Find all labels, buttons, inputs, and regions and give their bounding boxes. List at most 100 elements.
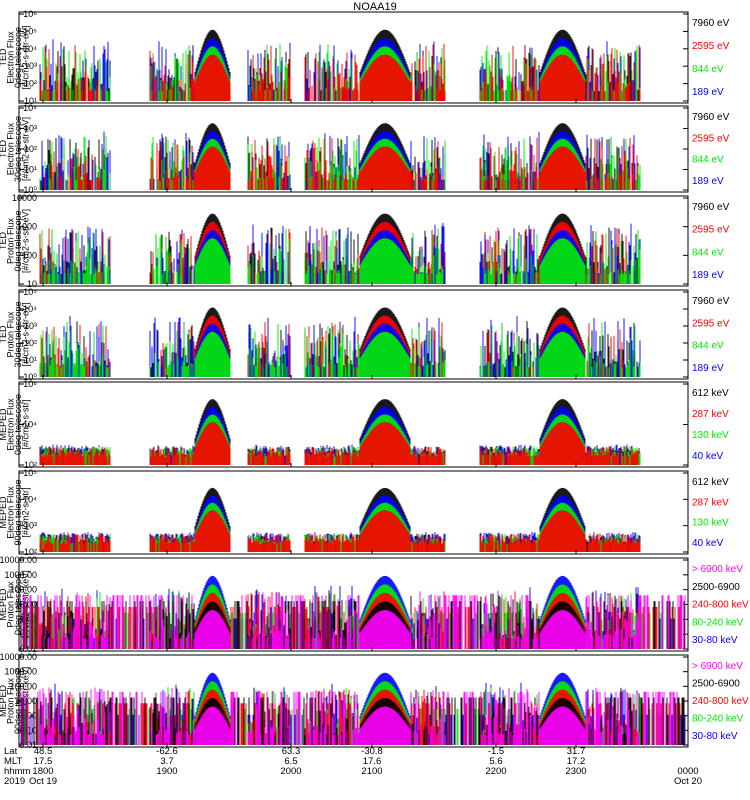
y-axis-label: Proton Flux <box>6 311 16 358</box>
y-tick-label: 10³ <box>24 124 37 134</box>
legend-entry: > 6900 keV <box>692 661 743 672</box>
legend-entry: 2595 eV <box>692 225 730 236</box>
y-axis-label: [#/cm2-s-str-eV] <box>21 302 31 366</box>
legend-entry: 30-80 keV <box>692 731 738 742</box>
x-row-value: 2100 <box>361 766 382 777</box>
y-axis-label: 90deg telescope <box>13 668 23 734</box>
y-axis-label: 0deg telescope <box>13 27 23 88</box>
legend-entry: 2595 eV <box>692 318 730 329</box>
y-tick-label: 10⁰ <box>23 185 37 195</box>
y-axis-label: TED <box>0 231 8 250</box>
legend-entry: 612 keV <box>692 388 729 399</box>
x-row-value: 17.5 <box>34 756 53 767</box>
y-axis-label: [#/cm2-s-str-eV] <box>21 209 31 273</box>
y-axis-label: MEPED <box>0 685 8 718</box>
panel-frame <box>18 11 689 104</box>
y-axis-label: MEPED <box>0 588 8 621</box>
legend-entry: 80-240 keV <box>692 714 743 725</box>
y-tick-label: 10⁶ <box>23 9 37 19</box>
x-row-value: 17.6 <box>363 756 382 767</box>
series-green <box>39 321 641 377</box>
y-tick-label: 10³ <box>24 321 37 331</box>
legend-entry: 7960 eV <box>692 202 730 213</box>
legend-entry: 2595 eV <box>692 41 730 52</box>
y-tick-label: 10⁴ <box>23 494 37 504</box>
y-axis-label: Electron Flux <box>6 486 16 539</box>
y-tick-label: 1000.00 <box>4 570 37 580</box>
panel-frame <box>18 470 689 555</box>
legend-entry: 30-80 keV <box>692 635 738 646</box>
y-axis-label: 0deg telescope <box>13 574 23 635</box>
y-axis-label: [#/cm2-s-str-eV] <box>21 25 31 89</box>
y-tick-label: 100 <box>22 250 37 260</box>
y-tick-label: 1000 <box>17 222 37 232</box>
y-axis-label: Electron Flux <box>6 31 16 84</box>
legend-entry: 240-800 keV <box>692 696 749 707</box>
x-row-value: 31.7 <box>567 746 586 757</box>
legend-entry: 240-800 keV <box>692 600 749 611</box>
series-red <box>44 137 638 190</box>
y-axis-label: MEPED <box>0 408 8 441</box>
x-row-value: 5.6 <box>489 756 502 767</box>
y-tick-label: 10⁰ <box>23 372 37 382</box>
x-row-value: 3.7 <box>160 756 173 767</box>
y-tick-label: 10000.00 <box>0 555 37 565</box>
legend-entry: 7960 eV <box>692 296 730 307</box>
x-row-value: 1800 <box>32 766 53 777</box>
y-axis-label: [#/cm2-s-str-eV] <box>21 117 31 181</box>
legend-entry: > 6900 keV <box>692 564 743 575</box>
legend-entry: 287 keV <box>692 409 729 420</box>
x-row-value: -1.5 <box>488 746 504 757</box>
y-tick-label: 10⁵ <box>23 468 37 478</box>
legend-entry: 189 eV <box>692 270 724 281</box>
y-tick-label: 10⁶ <box>23 379 37 389</box>
y-axis-label: [#/cm2-s-str] <box>21 399 31 449</box>
y-tick-label: 10000.00 <box>0 652 37 662</box>
legend-entry: 844 eV <box>692 341 724 352</box>
y-axis-label: [#/cm2-s-str] <box>21 487 31 537</box>
legend-entry: 844 eV <box>692 64 724 75</box>
x-row-value: 2000 <box>280 766 301 777</box>
y-axis-label: Proton Flux <box>6 677 16 724</box>
y-tick-label: 100.00 <box>9 585 37 595</box>
x-row-label: 2019 <box>4 776 25 787</box>
chart-title: NOAA19 <box>353 1 397 13</box>
y-tick-label: 10⁵ <box>23 26 37 36</box>
legend-entry: 130 keV <box>692 430 729 441</box>
series-red <box>39 422 639 465</box>
legend-entry: 844 eV <box>692 155 724 166</box>
y-axis-label: Proton Flux <box>6 217 16 264</box>
series-green <box>41 228 641 284</box>
y-tick-label: 10⁴ <box>23 420 37 430</box>
y-tick-label: 10 <box>27 279 37 289</box>
y-tick-label: 1.00 <box>19 614 37 624</box>
x-row-value: 17.2 <box>567 756 586 767</box>
y-tick-label: 10.00 <box>14 600 37 610</box>
panel-frame <box>18 195 689 287</box>
y-axis-label: 30deg telescope <box>13 301 23 367</box>
panel-frame <box>18 289 689 380</box>
legend-entry: 2595 eV <box>692 133 730 144</box>
y-tick-label: 10² <box>24 144 37 154</box>
y-tick-label: 10000 <box>12 193 37 203</box>
y-tick-label: 10² <box>24 460 37 470</box>
legend-entry: 189 eV <box>692 363 724 374</box>
legend-entry: 189 eV <box>692 176 724 187</box>
y-axis-label: TED <box>0 139 8 158</box>
y-tick-label: 10² <box>24 547 37 557</box>
x-row-value: 1900 <box>156 766 177 777</box>
series-magenta <box>20 687 678 745</box>
legend-entry: 80-240 keV <box>692 617 743 628</box>
y-axis-label: MEPED <box>0 496 8 529</box>
y-tick-label: 100.00 <box>9 681 37 691</box>
y-axis-label: TED <box>0 325 8 344</box>
y-tick-label: 10¹ <box>24 96 37 106</box>
legend-entry: 287 keV <box>692 497 729 508</box>
legend-entry: 189 eV <box>692 87 724 98</box>
x-row-label: hhmm <box>4 766 30 777</box>
legend-entry: 7960 eV <box>692 112 730 123</box>
y-tick-label: 10⁵ <box>23 287 37 297</box>
y-tick-label: 10¹ <box>24 355 37 365</box>
series-magenta <box>22 590 686 649</box>
series-red <box>39 510 641 552</box>
